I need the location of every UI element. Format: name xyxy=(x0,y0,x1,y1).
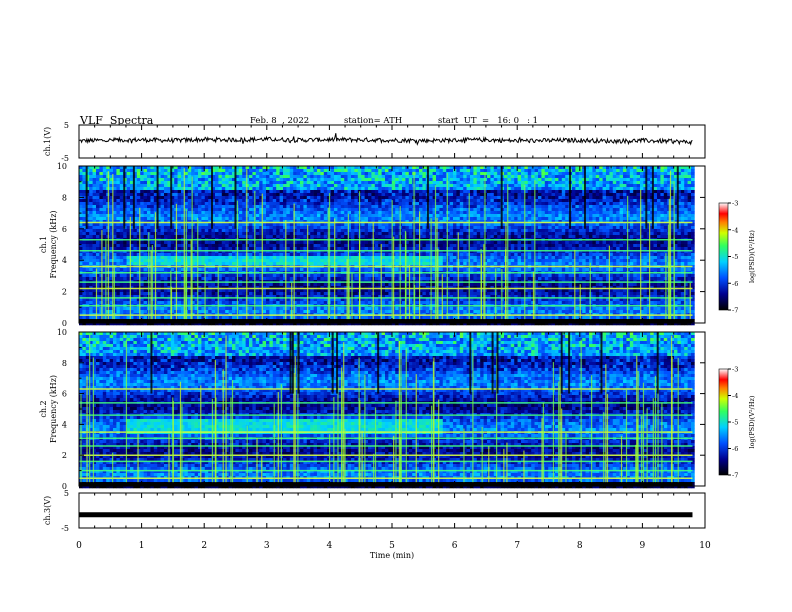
figure-title: VLF Spectra xyxy=(80,114,154,127)
xtick-label: 6 xyxy=(452,541,458,551)
waveform-ylabel: ch.1(V) xyxy=(43,127,52,156)
spectrogram-panel-1 xyxy=(78,165,731,326)
colorbar-tick-label: -5 xyxy=(732,419,738,427)
bottom-band xyxy=(79,319,693,323)
xtick-label: 8 xyxy=(577,541,583,551)
colorbar xyxy=(718,368,729,476)
xtick-label: 1 xyxy=(139,541,145,551)
waveform-ytick-label: 5 xyxy=(64,121,69,130)
waveform-ylabel: ch.3(V) xyxy=(43,496,52,525)
dark-column xyxy=(496,332,499,394)
dark-column xyxy=(651,166,654,229)
colorbar-tick-label: -7 xyxy=(732,307,738,315)
colorbar-label: log(PSD)(V²/Hz) xyxy=(748,395,756,448)
dark-column xyxy=(150,332,153,394)
spectrogram-ytick-label: 0 xyxy=(62,482,67,491)
dark-column xyxy=(156,166,159,229)
xtick-label: 5 xyxy=(389,541,395,551)
xtick-label: 7 xyxy=(514,541,520,551)
dark-column xyxy=(289,332,292,394)
dark-column xyxy=(500,166,503,229)
dark-column xyxy=(568,332,571,394)
xtick-label: 3 xyxy=(264,541,270,551)
colorbar-tick-label: -5 xyxy=(732,253,738,261)
colorbar-tick-label: -3 xyxy=(732,366,738,374)
spectrogram-panel-2 xyxy=(78,331,731,489)
header-station: station= ATH xyxy=(344,116,403,126)
waveform-panel-1 xyxy=(78,124,706,159)
colorbar-tick-label: -3 xyxy=(732,200,738,208)
spectrogram-ytick-label: 4 xyxy=(62,420,67,429)
colorbar-tick-label: -4 xyxy=(732,226,738,234)
dark-column xyxy=(85,166,88,229)
colorbar-tick-label: -4 xyxy=(732,392,738,400)
header-date: Feb. 8 , 2022 xyxy=(250,116,310,126)
spectrogram-ytick-label: 6 xyxy=(62,390,67,399)
dark-column xyxy=(377,332,380,394)
xtick-label: 0 xyxy=(76,541,82,551)
spectrogram-ylabel: Frequency (kHz) xyxy=(49,210,58,278)
xtick-label: 2 xyxy=(201,541,207,551)
header-start-time: start UT = 16: 0 : 1 xyxy=(438,116,539,126)
ch1-trace xyxy=(78,133,693,146)
dark-column xyxy=(123,166,126,229)
spectrogram-ytick-label: 10 xyxy=(57,162,67,171)
dark-column xyxy=(291,332,294,394)
colorbar-label: log(PSD)(V²/Hz) xyxy=(748,230,756,283)
dark-column xyxy=(656,332,659,394)
xtick-label: 10 xyxy=(699,541,711,551)
spectrogram-ytick-label: 8 xyxy=(62,359,67,368)
x-axis-label: Time (min) xyxy=(370,551,414,560)
dark-column xyxy=(676,166,679,229)
colorbar-tick-label: -6 xyxy=(732,280,738,288)
waveform-frame-3 xyxy=(78,492,706,529)
dark-column xyxy=(569,166,572,229)
spectrogram-ytick-label: 10 xyxy=(57,328,67,337)
colorbar-tick-label: -7 xyxy=(732,472,738,480)
colorbar-tick-label: -6 xyxy=(732,445,738,453)
dark-column xyxy=(132,166,135,229)
colorbar xyxy=(718,202,729,311)
spectrogram-ylabel: Frequency (kHz) xyxy=(49,375,58,443)
dark-column xyxy=(170,166,173,229)
waveform-panel-3 xyxy=(78,492,706,529)
dark-column xyxy=(645,166,648,229)
spectrogram-ytick-label: 4 xyxy=(62,256,67,265)
spectrogram-channel-label: ch.2 xyxy=(39,400,48,417)
dark-column xyxy=(211,166,214,229)
dark-column xyxy=(234,166,237,229)
spectrogram-ytick-label: 6 xyxy=(62,225,67,234)
spectrogram-ytick-label: 0 xyxy=(62,319,67,328)
dark-column xyxy=(297,332,300,394)
dark-column xyxy=(583,166,586,229)
spectrogram-ytick-label: 2 xyxy=(62,288,67,297)
dark-column xyxy=(491,332,494,394)
spectrogram-ytick-label: 2 xyxy=(62,451,67,460)
dark-column xyxy=(469,332,472,394)
waveform-ytick-label: -5 xyxy=(61,154,69,163)
waveform-ytick-label: -5 xyxy=(61,524,69,533)
dark-column xyxy=(331,332,334,394)
xtick-label: 9 xyxy=(640,541,646,551)
xtick-label: 4 xyxy=(327,541,333,551)
dark-column xyxy=(336,332,339,394)
bottom-band xyxy=(79,482,693,486)
dark-column xyxy=(600,332,603,394)
dark-column xyxy=(560,332,563,394)
spectrogram-channel-label: ch.1 xyxy=(39,236,48,253)
dark-column xyxy=(426,166,429,229)
waveform-ytick-label: 5 xyxy=(64,489,69,498)
spectrogram-ytick-label: 8 xyxy=(62,193,67,202)
